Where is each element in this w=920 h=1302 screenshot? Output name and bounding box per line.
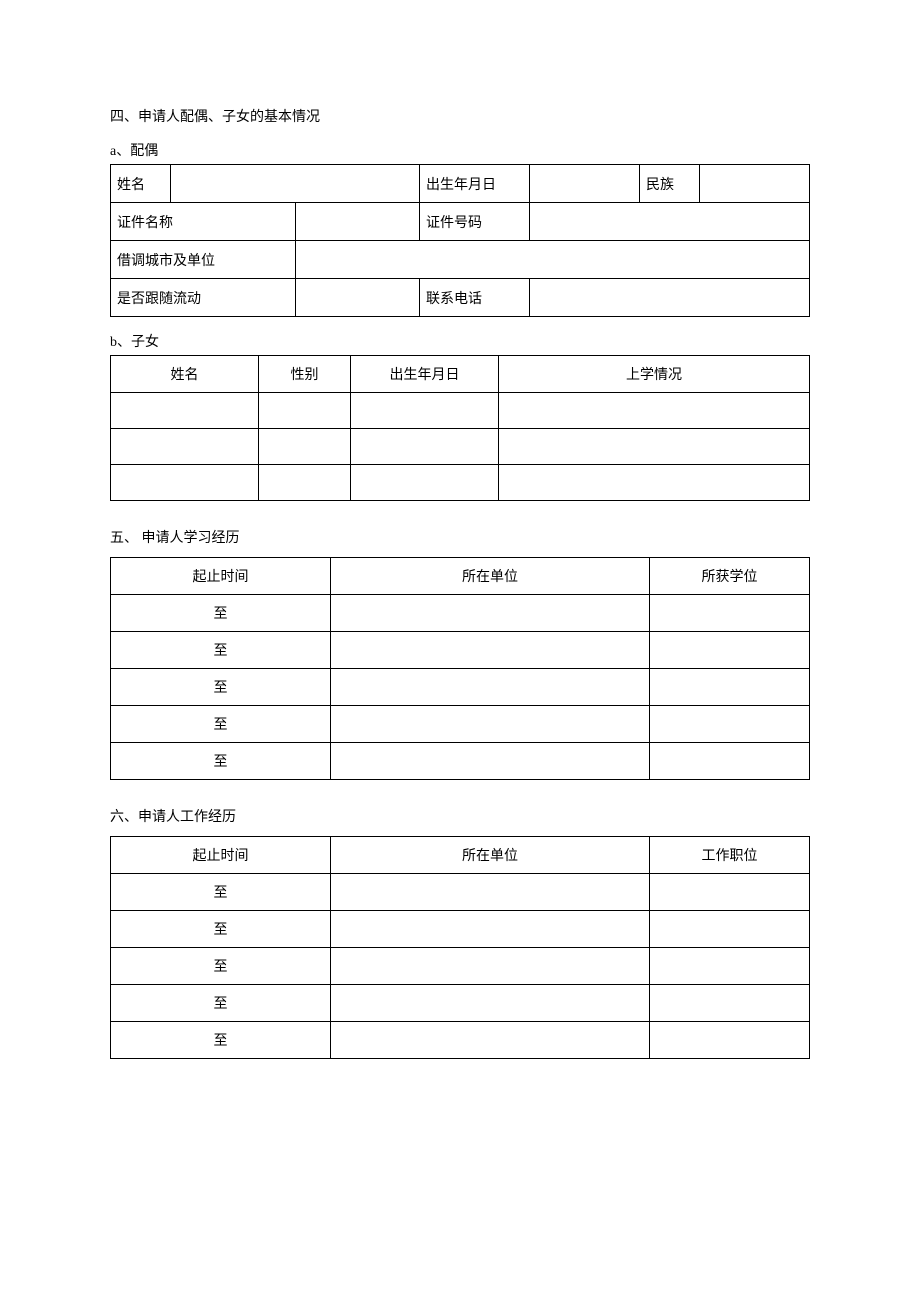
- cell: [331, 874, 650, 911]
- table-row: [111, 465, 810, 501]
- children-header-birthdate: 出生年月日: [351, 356, 499, 393]
- cell: 至: [111, 911, 331, 948]
- cell: [331, 985, 650, 1022]
- children-header-name: 姓名: [111, 356, 259, 393]
- table-row: 至: [111, 669, 810, 706]
- cell: [650, 1022, 810, 1059]
- table-row: 至: [111, 985, 810, 1022]
- cell: [111, 393, 259, 429]
- cell: [331, 706, 650, 743]
- work-header-period: 起止时间: [111, 837, 331, 874]
- cell: [650, 743, 810, 780]
- label-follow: 是否跟随流动: [111, 279, 296, 317]
- cell: 至: [111, 595, 331, 632]
- table-row: 至: [111, 632, 810, 669]
- cell: [331, 595, 650, 632]
- cell: 至: [111, 669, 331, 706]
- cell: [111, 465, 259, 501]
- table-row: 证件名称 证件号码: [111, 203, 810, 241]
- table-row: 借调城市及单位: [111, 241, 810, 279]
- cell: [351, 465, 499, 501]
- table-row: 是否跟随流动 联系电话: [111, 279, 810, 317]
- cell: 至: [111, 743, 331, 780]
- work-header-unit: 所在单位: [331, 837, 650, 874]
- table-row: 起止时间 所在单位 工作职位: [111, 837, 810, 874]
- cell: [499, 429, 810, 465]
- table-row: 至: [111, 1022, 810, 1059]
- cell: [650, 874, 810, 911]
- table-row: 至: [111, 948, 810, 985]
- work-header-position: 工作职位: [650, 837, 810, 874]
- table-row: 姓名 出生年月日 民族: [111, 165, 810, 203]
- table-row: 姓名 性别 出生年月日 上学情况: [111, 356, 810, 393]
- children-header-gender: 性别: [259, 356, 351, 393]
- cell: 至: [111, 1022, 331, 1059]
- cell: [351, 393, 499, 429]
- value-cityunit: [295, 241, 810, 279]
- cell: [259, 465, 351, 501]
- cell: [650, 911, 810, 948]
- cell: [259, 429, 351, 465]
- value-name: [171, 165, 420, 203]
- cell: [331, 632, 650, 669]
- table-row: 至: [111, 743, 810, 780]
- cell: [331, 1022, 650, 1059]
- cell: 至: [111, 632, 331, 669]
- spouse-subtitle: a、配偶: [110, 140, 810, 160]
- cell: [259, 393, 351, 429]
- children-header-school: 上学情况: [499, 356, 810, 393]
- children-subtitle: b、子女: [110, 331, 810, 351]
- cell: [331, 911, 650, 948]
- cell: [499, 393, 810, 429]
- spouse-table: 姓名 出生年月日 民族 证件名称 证件号码 借调城市及单位 是否跟随流动 联系电…: [110, 164, 810, 317]
- table-row: 至: [111, 911, 810, 948]
- cell: [650, 706, 810, 743]
- table-row: 起止时间 所在单位 所获学位: [111, 558, 810, 595]
- cell: [650, 948, 810, 985]
- cell: [650, 595, 810, 632]
- cell: 至: [111, 948, 331, 985]
- value-follow: [295, 279, 420, 317]
- value-idname: [295, 203, 420, 241]
- edu-header-unit: 所在单位: [331, 558, 650, 595]
- label-cityunit: 借调城市及单位: [111, 241, 296, 279]
- label-idnumber: 证件号码: [420, 203, 530, 241]
- value-ethnicity: [700, 165, 810, 203]
- cell: [331, 743, 650, 780]
- cell: 至: [111, 874, 331, 911]
- edu-header-degree: 所获学位: [650, 558, 810, 595]
- cell: [351, 429, 499, 465]
- children-table: 姓名 性别 出生年月日 上学情况: [110, 355, 810, 501]
- value-birthdate: [530, 165, 640, 203]
- cell: [331, 669, 650, 706]
- cell: [650, 632, 810, 669]
- value-phone: [530, 279, 810, 317]
- label-phone: 联系电话: [420, 279, 530, 317]
- section5-title: 五、 申请人学习经历: [110, 527, 810, 547]
- edu-header-period: 起止时间: [111, 558, 331, 595]
- cell: 至: [111, 706, 331, 743]
- value-idnumber: [530, 203, 810, 241]
- table-row: [111, 429, 810, 465]
- table-row: 至: [111, 874, 810, 911]
- table-row: 至: [111, 706, 810, 743]
- cell: [111, 429, 259, 465]
- cell: 至: [111, 985, 331, 1022]
- work-table: 起止时间 所在单位 工作职位 至 至 至 至 至: [110, 836, 810, 1059]
- label-idname: 证件名称: [111, 203, 296, 241]
- cell: [331, 948, 650, 985]
- cell: [499, 465, 810, 501]
- table-row: [111, 393, 810, 429]
- label-ethnicity: 民族: [640, 165, 700, 203]
- cell: [650, 985, 810, 1022]
- table-row: 至: [111, 595, 810, 632]
- section6-title: 六、申请人工作经历: [110, 806, 810, 826]
- label-name: 姓名: [111, 165, 171, 203]
- label-birthdate: 出生年月日: [420, 165, 530, 203]
- section4-title: 四、申请人配偶、子女的基本情况: [110, 106, 810, 126]
- education-table: 起止时间 所在单位 所获学位 至 至 至 至 至: [110, 557, 810, 780]
- cell: [650, 669, 810, 706]
